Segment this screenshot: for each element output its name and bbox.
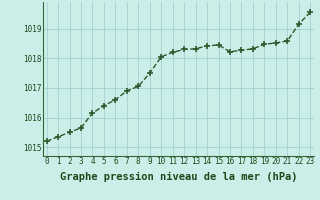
X-axis label: Graphe pression niveau de la mer (hPa): Graphe pression niveau de la mer (hPa) — [60, 172, 297, 182]
